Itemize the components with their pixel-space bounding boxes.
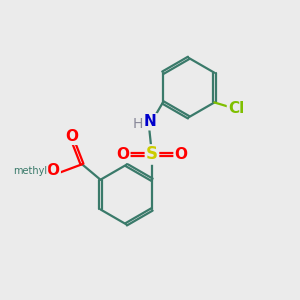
Text: O: O xyxy=(175,147,188,162)
Text: S: S xyxy=(146,146,158,164)
Text: N: N xyxy=(144,114,157,129)
Text: O: O xyxy=(47,163,60,178)
Text: H: H xyxy=(133,117,143,131)
Text: Cl: Cl xyxy=(228,101,244,116)
Text: O: O xyxy=(116,147,129,162)
Text: methyl: methyl xyxy=(14,166,48,176)
Text: O: O xyxy=(66,129,79,144)
